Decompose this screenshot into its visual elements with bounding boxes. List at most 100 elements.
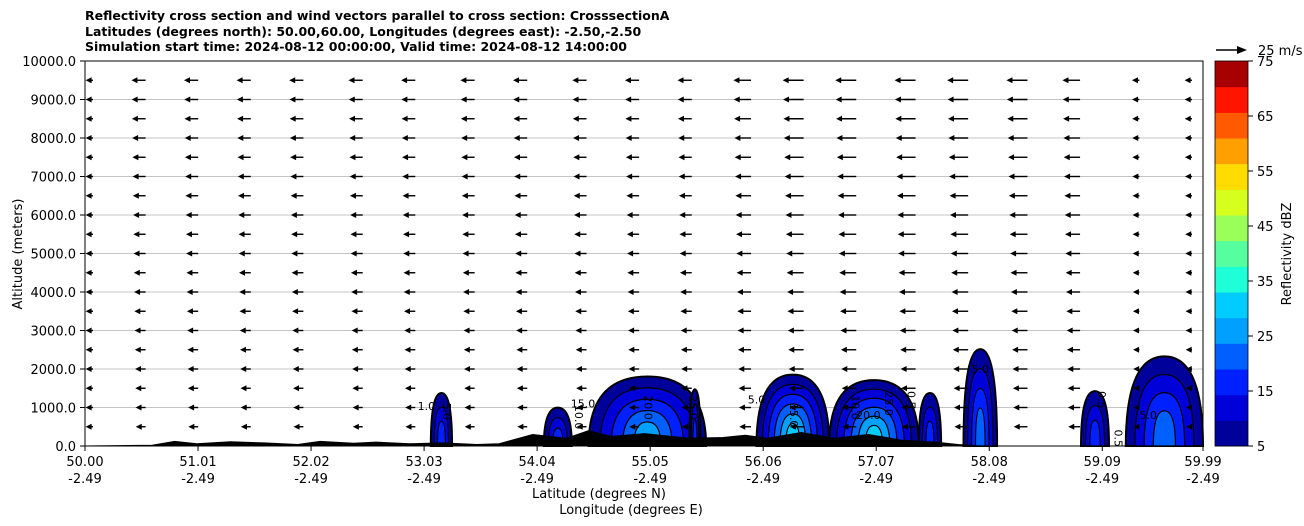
wind-vector-15-14 bbox=[836, 135, 857, 141]
wind-vector-head bbox=[239, 289, 246, 295]
colorbar-tick-label-4: 45 bbox=[1257, 220, 1274, 235]
wind-vector-17-1 bbox=[131, 96, 146, 103]
colorbar-segment-11 bbox=[1215, 138, 1248, 165]
wind-vector-head bbox=[514, 192, 521, 199]
wind-vector-head bbox=[1065, 269, 1072, 276]
wind-vector-14-11 bbox=[678, 154, 692, 161]
wind-vector-head bbox=[1185, 385, 1192, 392]
wind-vector-head bbox=[517, 404, 524, 411]
wind-vector-head bbox=[403, 289, 410, 295]
wind-vector-4-14 bbox=[840, 346, 857, 353]
wind-vector-head bbox=[132, 173, 139, 180]
contour-label-13: 0.5 bbox=[1095, 391, 1108, 409]
wind-vector-4-3 bbox=[239, 346, 251, 353]
wind-vector-head bbox=[1132, 231, 1139, 238]
wind-vector-head bbox=[736, 289, 743, 295]
chart-title-line-3: Simulation start time: 2024-08-12 00:00:… bbox=[85, 39, 627, 54]
wind-vector-head bbox=[1185, 404, 1192, 411]
wind-vector-head bbox=[350, 231, 357, 238]
wind-vector-15-7 bbox=[461, 135, 475, 141]
wind-vector-head bbox=[135, 366, 142, 372]
wind-vector-head bbox=[184, 135, 191, 141]
wind-vector-head bbox=[289, 135, 296, 141]
wind-vector-0-4 bbox=[293, 423, 304, 430]
wind-vector-0-12 bbox=[739, 423, 752, 430]
wind-vector-9-8 bbox=[515, 250, 528, 257]
wind-vector-head bbox=[185, 212, 192, 218]
wind-vector-head bbox=[291, 231, 298, 238]
wind-vector-11-1 bbox=[133, 212, 146, 218]
wind-vector-head bbox=[681, 423, 688, 430]
wind-vector-head bbox=[947, 115, 954, 122]
wind-vector-head bbox=[350, 269, 357, 276]
wind-vector-head bbox=[576, 404, 583, 411]
wind-vector-9-10 bbox=[627, 250, 640, 257]
wind-vector-head bbox=[784, 154, 791, 161]
wind-vector-11-2 bbox=[185, 212, 199, 218]
wind-vector-8-11 bbox=[679, 269, 692, 276]
wind-vector-6-7 bbox=[463, 308, 475, 315]
wind-vector-head bbox=[1068, 423, 1075, 430]
wind-vector-18-19 bbox=[1131, 77, 1140, 84]
wind-vector-15-9 bbox=[573, 135, 587, 141]
reflectivity-cell-0-level-2 bbox=[436, 420, 447, 447]
wind-vector-11-11 bbox=[679, 212, 692, 218]
wind-vector-head bbox=[1132, 289, 1139, 295]
wind-vector-17-15 bbox=[894, 96, 916, 103]
wind-vector-6-12 bbox=[737, 308, 752, 315]
wind-vector-head bbox=[787, 327, 794, 334]
wind-vector-head bbox=[949, 192, 956, 199]
wind-vector-head bbox=[789, 423, 796, 430]
wind-vector-4-9 bbox=[575, 346, 587, 353]
wind-vector-0-15 bbox=[901, 423, 916, 430]
wind-vector-head bbox=[1132, 308, 1139, 315]
wind-vector-head bbox=[954, 423, 961, 430]
chart-title-line-2: Latitudes (degrees north): 50.00,60.00, … bbox=[85, 23, 642, 39]
wind-vector-7-3 bbox=[239, 289, 251, 295]
wind-vector-head bbox=[734, 135, 741, 141]
wind-vector-16-10 bbox=[625, 115, 640, 122]
wind-vector-4-0 bbox=[85, 346, 93, 353]
wind-key: 25 m/s bbox=[1216, 44, 1303, 59]
wind-vector-head bbox=[681, 385, 688, 392]
wind-vector-1-6 bbox=[405, 404, 416, 411]
wind-vector-head bbox=[788, 346, 795, 353]
wind-vector-18-1 bbox=[131, 77, 146, 84]
wind-vector-head bbox=[900, 385, 907, 392]
wind-vector-7-12 bbox=[736, 289, 752, 295]
wind-vector-head bbox=[85, 346, 92, 353]
wind-vector-9-15 bbox=[898, 250, 916, 257]
wind-vector-head bbox=[463, 308, 470, 315]
colorbar-label: Reflectivity dBZ bbox=[1280, 203, 1295, 306]
wind-vector-head bbox=[626, 212, 633, 218]
wind-vector-3-2 bbox=[187, 366, 199, 372]
wind-vector-head bbox=[1067, 385, 1074, 392]
wind-vector-head bbox=[187, 346, 194, 353]
wind-vector-9-1 bbox=[133, 250, 146, 257]
wind-vector-16-8 bbox=[513, 115, 528, 122]
wind-vector-0-18 bbox=[1068, 423, 1081, 430]
wind-vector-head bbox=[348, 115, 355, 122]
x-tick-label-lat-1: 51.01 bbox=[179, 455, 216, 470]
wind-vector-18-3 bbox=[236, 77, 251, 84]
colorbar-segment-12 bbox=[1215, 112, 1248, 139]
contour-label-8: 10.0 bbox=[849, 395, 862, 420]
wind-vector-11-6 bbox=[402, 212, 416, 218]
wind-vector-4-16 bbox=[952, 346, 969, 353]
wind-vector-head bbox=[842, 423, 849, 430]
wind-vector-head bbox=[1063, 135, 1070, 141]
wind-vector-14-10 bbox=[625, 154, 640, 161]
wind-vector-13-3 bbox=[237, 173, 251, 180]
wind-vector-head bbox=[85, 115, 92, 122]
wind-vector-4-11 bbox=[680, 346, 692, 353]
wind-vector-10-6 bbox=[403, 231, 416, 238]
wind-vector-head bbox=[132, 192, 139, 199]
wind-vector-17-10 bbox=[625, 96, 640, 103]
y-tick-label-4: 4000.0 bbox=[31, 286, 77, 301]
wind-vector-3-11 bbox=[681, 366, 692, 372]
wind-vector-head bbox=[292, 366, 299, 372]
wind-vector-head bbox=[293, 404, 300, 411]
wind-vector-head bbox=[738, 385, 745, 392]
wind-vector-head bbox=[292, 308, 299, 315]
wind-vector-head bbox=[677, 96, 684, 103]
